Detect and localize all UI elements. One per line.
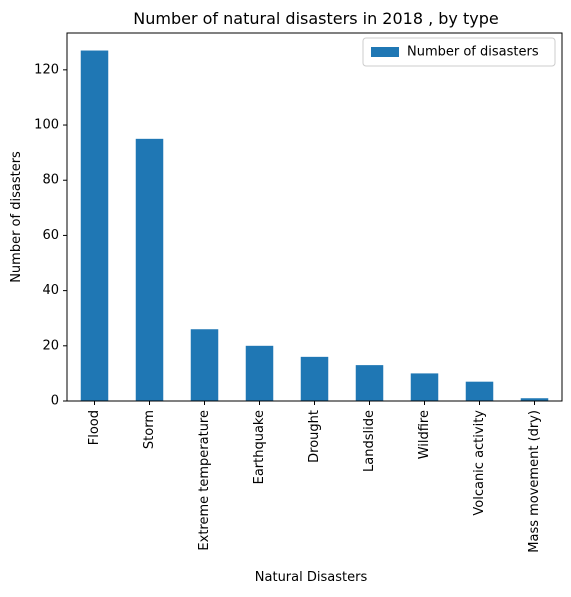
y-tick-label: 120 (34, 62, 59, 77)
plot-border (66, 32, 563, 402)
legend: Number of disasters (362, 37, 556, 67)
bar-extreme-temperature (190, 329, 219, 401)
x-tick-label: Storm (142, 410, 157, 449)
plot-frame (66, 32, 563, 402)
x-tick-label: Landslide (362, 410, 377, 472)
bars-group (80, 50, 549, 402)
x-tick-label: Flood (87, 410, 102, 445)
bar-volcanic-activity (465, 381, 494, 401)
bar-drought (300, 356, 329, 401)
y-tick-label: 100 (34, 118, 59, 133)
x-tick-label: Mass movement (dry) (527, 410, 542, 553)
bar-flood (80, 50, 109, 402)
x-tick-label: Drought (307, 410, 322, 463)
bar-storm (135, 138, 164, 401)
legend-box (362, 37, 556, 67)
y-tick-label: 80 (42, 173, 59, 188)
bar-earthquake (245, 345, 274, 401)
chart-title: Number of natural disasters in 2018 , by… (133, 9, 498, 28)
x-tick-label: Wildfire (417, 410, 432, 459)
bar-landslide (355, 365, 384, 401)
x-tick-label: Volcanic activity (472, 410, 487, 516)
bar-mass-movement-dry (520, 398, 549, 401)
legend-swatch (371, 47, 399, 57)
bar-wildfire (410, 373, 439, 401)
x-axis-label: Natural Disasters (255, 570, 368, 585)
y-axis-ticks: 0 20 40 60 80 100 120 (34, 62, 67, 409)
x-tick-label: Extreme temperature (197, 410, 212, 551)
y-axis-label: Number of disasters (9, 151, 24, 283)
x-tick-label: Earthquake (252, 410, 267, 484)
legend-label: Number of disasters (407, 45, 539, 60)
y-tick-label: 40 (42, 283, 59, 298)
y-tick-label: 20 (42, 338, 59, 353)
y-tick-label: 60 (42, 228, 59, 243)
x-axis-ticks: Flood Storm Extreme temperature Earthquake D… (87, 401, 542, 553)
y-tick-label: 0 (51, 394, 59, 409)
